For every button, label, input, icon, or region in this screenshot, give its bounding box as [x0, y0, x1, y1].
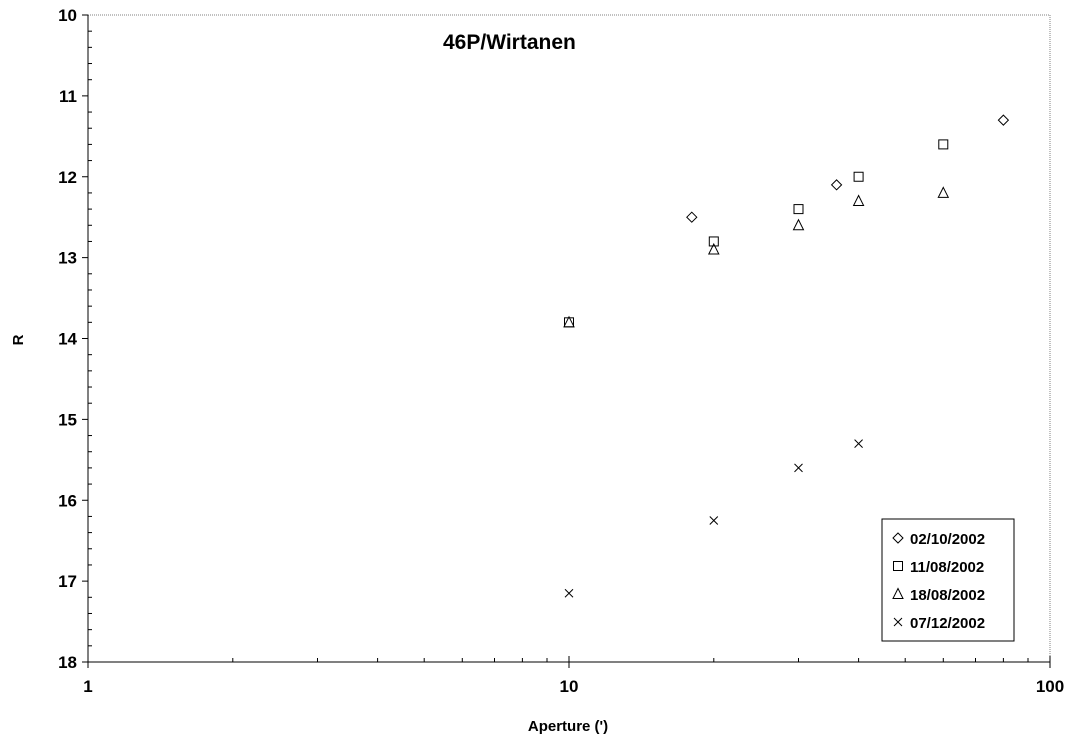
y-tick-label: 12 — [58, 168, 77, 187]
y-tick-label: 11 — [59, 87, 77, 106]
legend-label: 11/08/2002 — [910, 559, 984, 576]
series-4 — [564, 439, 863, 598]
plot-area — [88, 14, 1051, 662]
legend-box — [881, 518, 1015, 642]
legend-label: 02/10/2002 — [910, 531, 985, 548]
data-point-triangle — [707, 242, 720, 255]
y-tick-label: 15 — [58, 410, 77, 429]
legend-item: 07/12/2002 — [893, 615, 985, 632]
x-axis-title: Aperture (') — [528, 718, 608, 735]
y-tick-label: 10 — [58, 6, 77, 25]
legend-marker-square — [893, 561, 903, 571]
legend-item: 02/10/2002 — [892, 531, 985, 548]
y-axis: 10 11 12 13 14 15 16 17 18 — [58, 6, 92, 672]
series-2 — [564, 139, 949, 328]
x-tick-label: 10 — [560, 677, 579, 696]
data-point-triangle — [937, 186, 950, 198]
data-point-square — [938, 139, 949, 150]
data-point-diamond — [830, 179, 843, 191]
data-point-triangle — [563, 315, 575, 328]
series-1 — [686, 114, 1010, 223]
data-point-triangle — [792, 218, 805, 231]
legend-label: 18/08/2002 — [910, 587, 985, 604]
data-point-diamond — [686, 211, 698, 223]
y-tick-label: 18 — [58, 653, 77, 672]
y-tick-label: 13 — [58, 249, 77, 268]
legend: 02/10/2002 11/08/2002 18/08/2002 07/12/2002 — [881, 518, 1015, 642]
data-point-cross — [564, 588, 574, 598]
legend-marker-triangle — [892, 587, 904, 599]
data-point-diamond — [997, 114, 1010, 126]
y-tick-label: 16 — [58, 491, 77, 510]
y-tick-label: 17 — [58, 572, 77, 591]
data-point-cross — [794, 463, 803, 473]
legend-marker-diamond — [892, 532, 904, 544]
x-axis: 1 10 100 — [83, 656, 1064, 696]
data-point-square — [853, 171, 864, 182]
y-axis-title: R — [10, 334, 27, 345]
legend-marker-cross — [893, 617, 903, 627]
y-tick-label: 14 — [58, 330, 77, 349]
legend-label: 07/12/2002 — [910, 615, 985, 632]
data-point-cross — [709, 516, 719, 525]
data-point-cross — [854, 439, 863, 448]
legend-item: 11/08/2002 — [893, 559, 984, 576]
data-point-square — [708, 236, 719, 247]
data-points — [563, 114, 1010, 598]
chart-title: 46P/Wirtanen — [443, 31, 576, 54]
data-point-triangle — [852, 194, 865, 207]
x-tick-label: 100 — [1036, 677, 1064, 696]
x-tick-label: 1 — [83, 677, 92, 696]
legend-item: 18/08/2002 — [892, 587, 985, 604]
data-point-square — [793, 204, 804, 215]
series-3 — [563, 186, 950, 328]
